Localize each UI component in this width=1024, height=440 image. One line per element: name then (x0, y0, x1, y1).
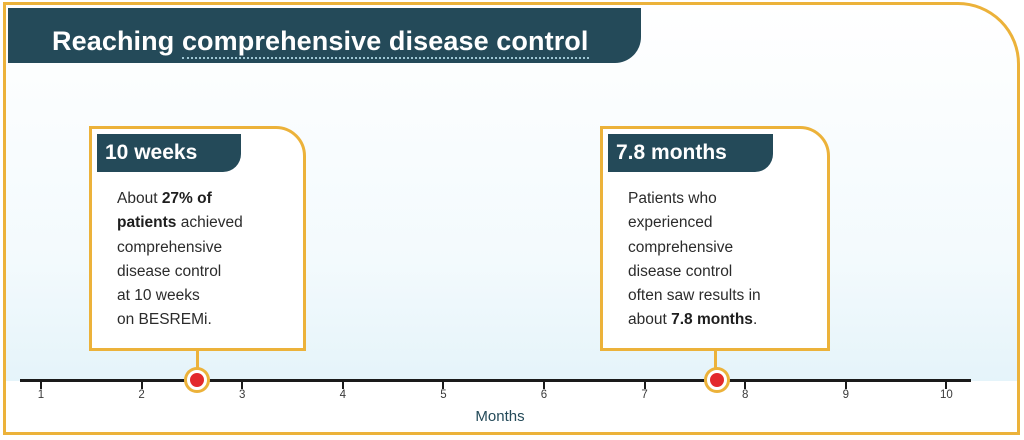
axis-title: Months (475, 408, 525, 425)
tick-label: 6 (540, 389, 548, 401)
callout-line: disease control (628, 260, 761, 284)
callout-stem (714, 351, 717, 379)
callout-line: patients achieved (117, 211, 243, 235)
axis-tick (643, 381, 646, 389)
callout-text: About 27% of patients achieved comprehensi… (117, 187, 243, 333)
tick-label: 9 (842, 389, 849, 401)
callout-emphasis: patients (117, 214, 177, 232)
callout-emphasis: 7.8 months (671, 311, 753, 329)
callout-line: disease control (117, 260, 243, 284)
axis-tick (140, 381, 143, 389)
axis-tick (543, 381, 545, 389)
tick-label: 7 (641, 389, 648, 401)
callout-line: at 10 weeks (117, 284, 243, 308)
callout-line: on BESREMi. (117, 308, 243, 332)
title-highlight: comprehensive disease control (181, 26, 589, 59)
callout-run: Patients who (628, 190, 717, 207)
callout-line: About 27% of (117, 187, 243, 211)
tick-label: 1 (37, 389, 45, 401)
callout-7-8-months: 7.8 months Patients who experienced compre… (600, 126, 830, 351)
tick-label: 3 (238, 389, 246, 401)
tick-label: 8 (741, 389, 749, 401)
tick-label: 5 (440, 389, 447, 401)
callout-run: about (628, 311, 672, 329)
tick-label: 2 (138, 389, 145, 401)
timeline-marker (186, 370, 207, 390)
callout-text: Patients who experienced comprehensive dise… (628, 187, 761, 333)
callout-stem (196, 351, 199, 379)
callout-line: often saw results in (628, 284, 761, 308)
axis-tick (341, 381, 344, 389)
callout-run: disease control (117, 262, 222, 280)
axis-tick (40, 381, 42, 389)
timeline-axis (20, 379, 971, 382)
callout-run: About (117, 190, 162, 207)
timeline-marker (707, 370, 728, 390)
callout-heading: 7.8 months (608, 134, 773, 172)
axis-tick (241, 381, 244, 389)
tick-label: 4 (339, 389, 346, 401)
callout-run: comprehensive (628, 238, 734, 256)
axis-tick (945, 381, 948, 389)
page-title: Reaching comprehensive disease control (52, 26, 589, 59)
callout-run: often saw results in (628, 287, 761, 305)
callout-run: disease control (628, 262, 733, 280)
callout-heading: 10 weeks (97, 134, 241, 172)
callout-line: experienced (628, 211, 761, 235)
callout-run: at 10 weeks (117, 287, 200, 305)
axis-tick (442, 381, 445, 389)
callout-line: Patients who (628, 187, 761, 211)
callout-emphasis: 27% of (161, 190, 212, 207)
callout-run: on BESREMi. (117, 311, 212, 329)
callout-run: . (752, 311, 758, 329)
callout-line: comprehensive (628, 236, 761, 260)
callout-line: about 7.8 months. (628, 308, 761, 332)
callout-line: comprehensive (117, 236, 243, 260)
callout-run: achieved (176, 214, 243, 232)
callout-10-weeks: 10 weeks About 27% of patients achieved co… (89, 126, 306, 351)
tick-label: 10 (939, 389, 953, 401)
title-banner: Reaching comprehensive disease control (8, 8, 641, 63)
callout-run: comprehensive (117, 238, 223, 256)
title-prefix: Reaching (52, 26, 182, 56)
axis-band (6, 381, 1017, 432)
callout-run: experienced (628, 214, 713, 232)
axis-tick (844, 381, 847, 389)
axis-tick (744, 381, 747, 389)
